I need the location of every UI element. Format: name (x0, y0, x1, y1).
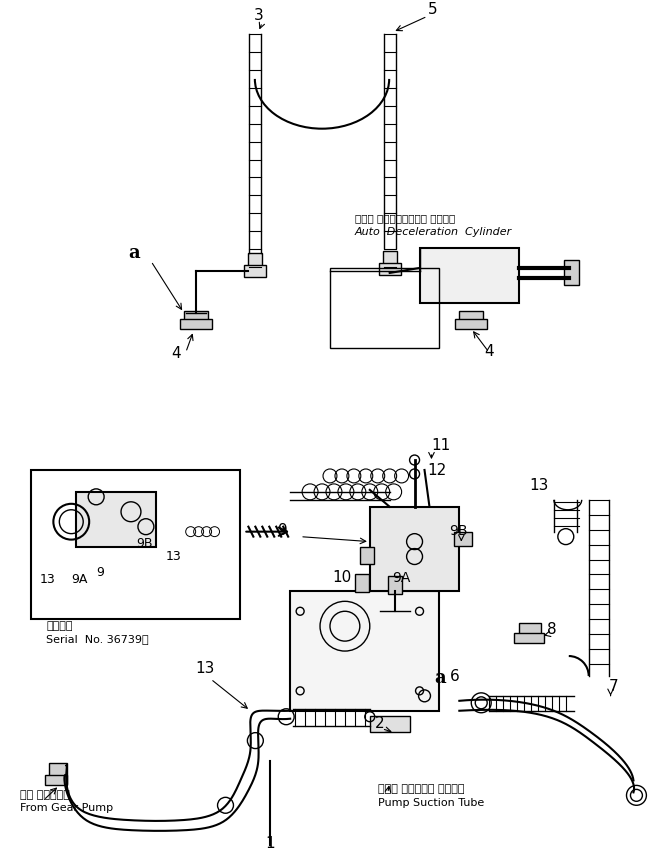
Text: 6: 6 (449, 669, 459, 683)
Text: 10: 10 (332, 570, 351, 585)
Bar (459, 311, 483, 327)
Bar (454, 532, 472, 545)
Bar (290, 591, 439, 711)
Bar (183, 311, 208, 327)
Text: From Gear Pump: From Gear Pump (20, 803, 113, 813)
Bar (330, 268, 439, 348)
Text: 3: 3 (253, 9, 263, 23)
Bar (419, 248, 519, 303)
Bar (564, 260, 579, 285)
Text: 9B: 9B (136, 537, 152, 550)
Text: 9B: 9B (449, 524, 468, 538)
Text: ギヤ ポンプから: ギヤ ポンプから (20, 791, 69, 800)
Text: オート デセラレーション シリンダ: オート デセラレーション シリンダ (355, 213, 455, 224)
Text: 13: 13 (166, 550, 182, 563)
Bar (50, 763, 67, 784)
Text: Pump Suction Tube: Pump Suction Tube (377, 798, 484, 809)
Bar (76, 492, 156, 546)
Text: 1: 1 (266, 836, 275, 851)
Bar (388, 576, 402, 595)
Bar (370, 715, 409, 732)
Bar (383, 251, 396, 271)
Text: Auto  Deceleration  Cylinder: Auto Deceleration Cylinder (355, 227, 512, 237)
Text: 4: 4 (171, 345, 181, 361)
Text: 9: 9 (96, 566, 104, 579)
Bar (244, 265, 266, 277)
Text: a: a (128, 244, 140, 262)
Text: 12: 12 (428, 463, 447, 478)
Text: 適用号機: 適用号機 (46, 621, 73, 631)
Bar (360, 546, 374, 564)
Bar (370, 507, 459, 591)
Bar (46, 776, 67, 785)
Text: Serial  No. 36739～: Serial No. 36739～ (46, 634, 149, 644)
Text: 5: 5 (428, 3, 438, 17)
Bar (519, 623, 541, 639)
Text: 9A: 9A (392, 571, 410, 585)
Bar (455, 318, 487, 329)
Bar (31, 470, 240, 620)
Text: 7: 7 (609, 679, 618, 694)
Text: 13: 13 (196, 661, 215, 676)
Text: a: a (434, 669, 446, 687)
Text: 11: 11 (432, 438, 451, 453)
Text: 13: 13 (529, 478, 549, 493)
Text: 9: 9 (278, 523, 288, 538)
Bar (355, 575, 369, 592)
Text: 8: 8 (547, 622, 556, 637)
Bar (379, 263, 401, 275)
Text: 9A: 9A (71, 573, 88, 586)
Text: ポンプ サクション チューブ: ポンプ サクション チューブ (377, 784, 464, 794)
Bar (180, 318, 212, 329)
Text: 13: 13 (39, 573, 56, 586)
Text: 2: 2 (375, 715, 385, 731)
Text: 4: 4 (485, 343, 494, 358)
Bar (248, 253, 263, 273)
Bar (514, 633, 544, 643)
